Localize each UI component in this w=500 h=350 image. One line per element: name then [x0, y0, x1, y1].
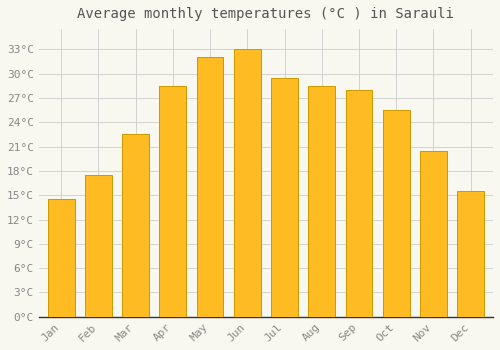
Bar [160, 86, 186, 317]
Bar [234, 49, 260, 317]
Bar [308, 86, 335, 317]
Bar [458, 191, 484, 317]
Title: Average monthly temperatures (°C ) in Sarauli: Average monthly temperatures (°C ) in Sa… [78, 7, 454, 21]
Bar [85, 175, 112, 317]
Bar [122, 134, 149, 317]
Bar [196, 57, 224, 317]
Bar [346, 90, 372, 317]
Bar [48, 199, 74, 317]
Bar [420, 150, 447, 317]
Bar [271, 78, 298, 317]
Bar [383, 110, 409, 317]
